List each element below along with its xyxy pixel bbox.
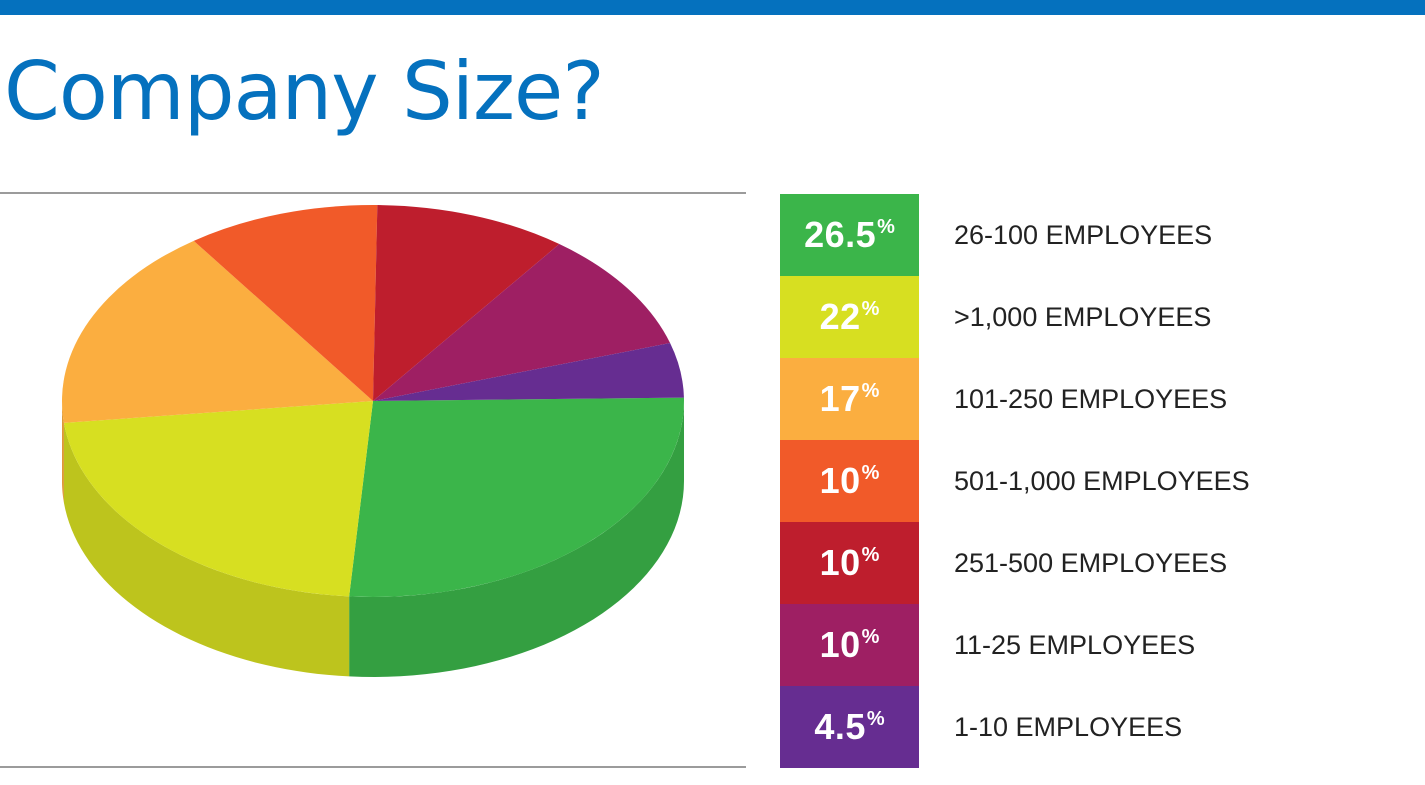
legend-item-501-1-000-employees: 10% 501-1,000 EMPLOYEES [780,440,1420,522]
legend-percent-sign: % [861,544,880,566]
legend-swatch: 17% [780,358,919,440]
pie-slice-11-25-employees [373,244,671,401]
legend-percent-value: 10 [819,542,861,583]
legend-percent-sign: % [861,298,880,320]
pie-sides [62,401,684,677]
legend-percent-sign: % [866,708,885,730]
legend-percent-sign: % [861,380,880,402]
legend-swatch: 4.5% [780,686,919,768]
legend-item-1-000-employees: 22% >1,000 EMPLOYEES [780,276,1420,358]
pie-side-101-250-employees [62,401,64,503]
pie-slice-1-000-employees [63,401,373,597]
pie-top [62,205,684,597]
legend-swatch: 10% [780,604,919,686]
legend-percent-value: 10 [819,624,861,665]
legend-percent-sign: % [861,462,880,484]
legend-swatch: 10% [780,440,919,522]
legend-percent-sign: % [861,626,880,648]
legend-label: 101-250 EMPLOYEES [954,384,1228,414]
pie-slice-26-100-employees [349,397,684,597]
pie-slice-1-10-employees [373,343,684,401]
pie-side-1-000-employees [63,422,350,677]
legend-swatch: 26.5% [780,194,919,276]
legend: 26.5% 26-100 EMPLOYEES 22% >1,000 EMPLOYEES… [780,194,1420,768]
legend-item-26-100-employees: 26.5% 26-100 EMPLOYEES [780,194,1420,276]
pie-slice-101-250-employees [62,240,374,423]
legend-label: 26-100 EMPLOYEES [954,220,1213,250]
legend-percent-value: 17 [819,378,861,419]
pie-side-26-100-employees [349,401,684,677]
legend-label: 251-500 EMPLOYEES [954,548,1228,578]
legend-swatch: 10% [780,522,919,604]
legend-percent-sign: % [877,216,895,238]
legend-percent-value: 10 [819,460,861,501]
top-accent-bar [0,0,1425,15]
legend-label: 11-25 EMPLOYEES [954,630,1196,660]
legend-item-11-25-employees: 10% 11-25 EMPLOYEES [780,604,1420,686]
legend-label: 501-1,000 EMPLOYEES [954,466,1250,496]
legend-item-251-500-employees: 10% 251-500 EMPLOYEES [780,522,1420,604]
legend-swatch: 22% [780,276,919,358]
legend-percent-value: 4.5 [814,706,866,747]
pie-slice-501-1-000-employees [193,205,378,401]
pie-chart [62,205,684,677]
top-divider [0,192,746,194]
legend-percent-value: 26.5 [804,214,877,255]
legend-label: 1-10 EMPLOYEES [954,712,1183,742]
page-title: Company Size? [4,45,605,138]
legend-percent-value: 22 [819,296,861,337]
pie-slice-251-500-employees [373,205,560,401]
bottom-divider [0,766,746,768]
legend-item-1-10-employees: 4.5% 1-10 EMPLOYEES [780,686,1420,768]
legend-item-101-250-employees: 17% 101-250 EMPLOYEES [780,358,1420,440]
legend-label: >1,000 EMPLOYEES [954,302,1212,332]
